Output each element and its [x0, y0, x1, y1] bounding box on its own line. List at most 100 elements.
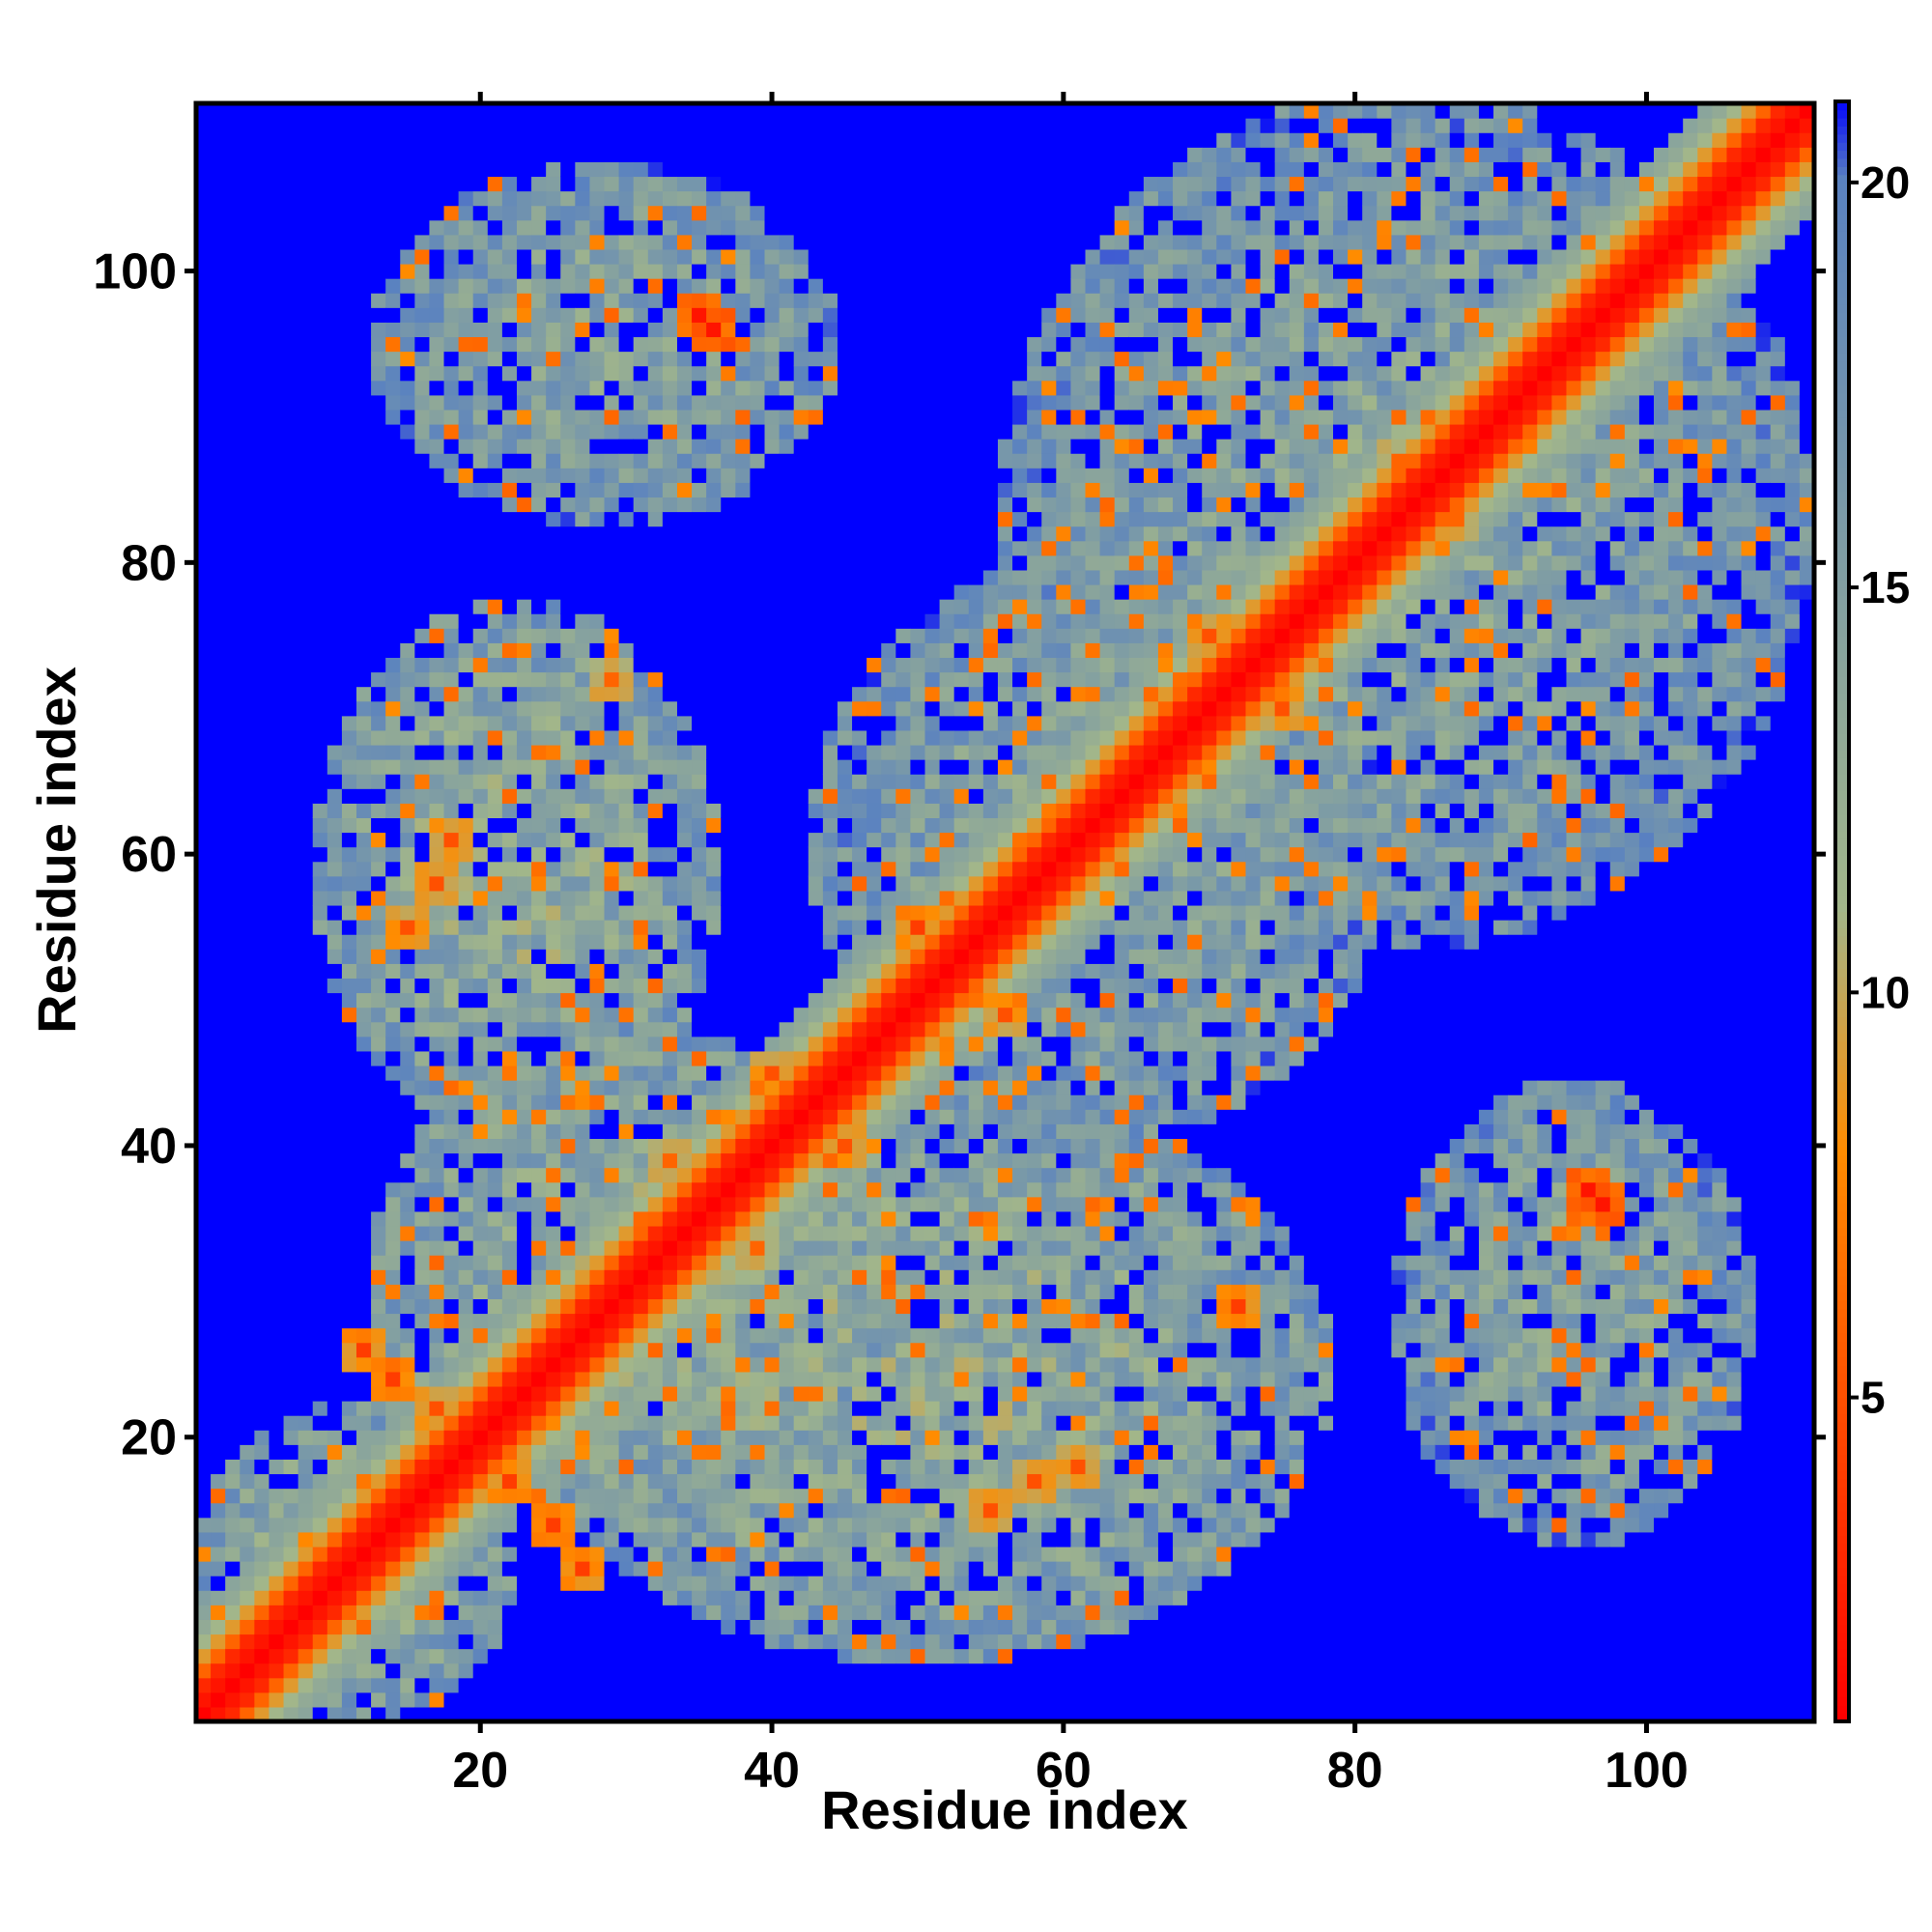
- heatmap-cell: [676, 657, 693, 673]
- heatmap-cell: [618, 307, 635, 323]
- heatmap-cell: [371, 322, 386, 338]
- heatmap-cell: [676, 1459, 693, 1475]
- heatmap-cell: [516, 599, 532, 614]
- heatmap-cell: [283, 1152, 299, 1169]
- heatmap-cell: [472, 132, 489, 148]
- heatmap-cell: [575, 642, 591, 659]
- heatmap-cell: [487, 861, 503, 877]
- heatmap-cell: [371, 1050, 386, 1066]
- heatmap-cell: [604, 774, 620, 789]
- heatmap-cell: [355, 190, 372, 207]
- heatmap-cell: [472, 1021, 489, 1037]
- heatmap-cell: [211, 1561, 226, 1577]
- heatmap-cell: [676, 671, 693, 688]
- heatmap-cell: [531, 934, 547, 950]
- heatmap-cell: [793, 307, 810, 323]
- heatmap-cell: [429, 729, 445, 746]
- heatmap-cell: [618, 832, 635, 848]
- heatmap-cell: [501, 569, 518, 585]
- heatmap-cell: [808, 978, 824, 994]
- heatmap-cell: [837, 744, 853, 760]
- heatmap-cell: [283, 453, 299, 469]
- heatmap-cell: [516, 322, 532, 338]
- heatmap-cell: [604, 1298, 620, 1315]
- heatmap-cell: [560, 613, 576, 629]
- heatmap-cell: [355, 569, 372, 585]
- heatmap-cell: [501, 1123, 518, 1139]
- heatmap-cell: [662, 1138, 678, 1154]
- heatmap-cell: [429, 1415, 445, 1431]
- heatmap-cell: [458, 248, 474, 265]
- heatmap-cell: [487, 583, 503, 600]
- heatmap-cell: [808, 1123, 824, 1139]
- heatmap-cell: [575, 1298, 591, 1315]
- heatmap-cell: [443, 1502, 460, 1519]
- heatmap-cell: [706, 1327, 722, 1344]
- heatmap-cell: [837, 657, 853, 673]
- heatmap-cell: [764, 1706, 781, 1722]
- heatmap-cell: [211, 1240, 226, 1256]
- heatmap-cell: [706, 1080, 722, 1095]
- heatmap-cell: [298, 715, 314, 731]
- heatmap-cell: [560, 846, 576, 863]
- heatmap-cell: [618, 1313, 635, 1329]
- heatmap-cell: [458, 700, 474, 717]
- heatmap-cell: [443, 978, 460, 994]
- heatmap-cell: [501, 1080, 518, 1095]
- heatmap-cell: [400, 1181, 415, 1198]
- heatmap-cell: [355, 904, 372, 921]
- heatmap-cell: [618, 1691, 635, 1708]
- heatmap-cell: [516, 1590, 532, 1605]
- heatmap-cell: [560, 1430, 576, 1445]
- heatmap-cell: [589, 190, 606, 207]
- heatmap-cell: [692, 700, 707, 717]
- heatmap-cell: [676, 1488, 693, 1504]
- heatmap-cell: [225, 1181, 241, 1198]
- heatmap-cell: [575, 1152, 591, 1169]
- heatmap-cell: [546, 729, 561, 746]
- heatmap-cell: [371, 132, 386, 148]
- heatmap-cell: [283, 934, 299, 950]
- heatmap-cell: [254, 1196, 270, 1212]
- heatmap-cell: [487, 468, 503, 483]
- heatmap-cell: [531, 1561, 547, 1577]
- heatmap-cell: [721, 1662, 736, 1679]
- heatmap-cell: [414, 1531, 431, 1548]
- heatmap-cell: [531, 920, 547, 935]
- heatmap-cell: [647, 729, 664, 746]
- heatmap-cell: [589, 817, 606, 834]
- heatmap-cell: [283, 774, 299, 789]
- heatmap-cell: [779, 1094, 795, 1110]
- heatmap-cell: [793, 1123, 810, 1139]
- heatmap-cell: [589, 904, 606, 921]
- heatmap-cell: [400, 1094, 415, 1110]
- heatmap-cell: [341, 1255, 357, 1270]
- heatmap-cell: [341, 759, 357, 775]
- heatmap-cell: [560, 934, 576, 950]
- heatmap-cell: [735, 642, 752, 659]
- heatmap-cell: [692, 1050, 707, 1066]
- heatmap-cell: [371, 351, 386, 367]
- heatmap-cell: [779, 875, 795, 892]
- heatmap-cell: [822, 759, 838, 775]
- heatmap-cell: [764, 642, 781, 659]
- heatmap-cell: [589, 729, 606, 746]
- heatmap-cell: [706, 190, 722, 207]
- heatmap-cell: [531, 307, 547, 323]
- heatmap-cell: [604, 963, 620, 980]
- heatmap-cell: [254, 205, 270, 221]
- heatmap-cell: [676, 963, 693, 980]
- heatmap-cell: [575, 1123, 591, 1139]
- heatmap-cell: [589, 1691, 606, 1708]
- heatmap-cell: [298, 788, 314, 804]
- heatmap-cell: [633, 920, 649, 935]
- heatmap-cell: [633, 817, 649, 834]
- heatmap-cell: [721, 715, 736, 731]
- heatmap-cell: [254, 715, 270, 731]
- heatmap-cell: [662, 1605, 678, 1620]
- heatmap-cell: [662, 219, 678, 236]
- heatmap-cell: [706, 599, 722, 614]
- heatmap-cell: [225, 322, 241, 338]
- heatmap-cell: [750, 861, 766, 877]
- heatmap-cell: [385, 1517, 401, 1533]
